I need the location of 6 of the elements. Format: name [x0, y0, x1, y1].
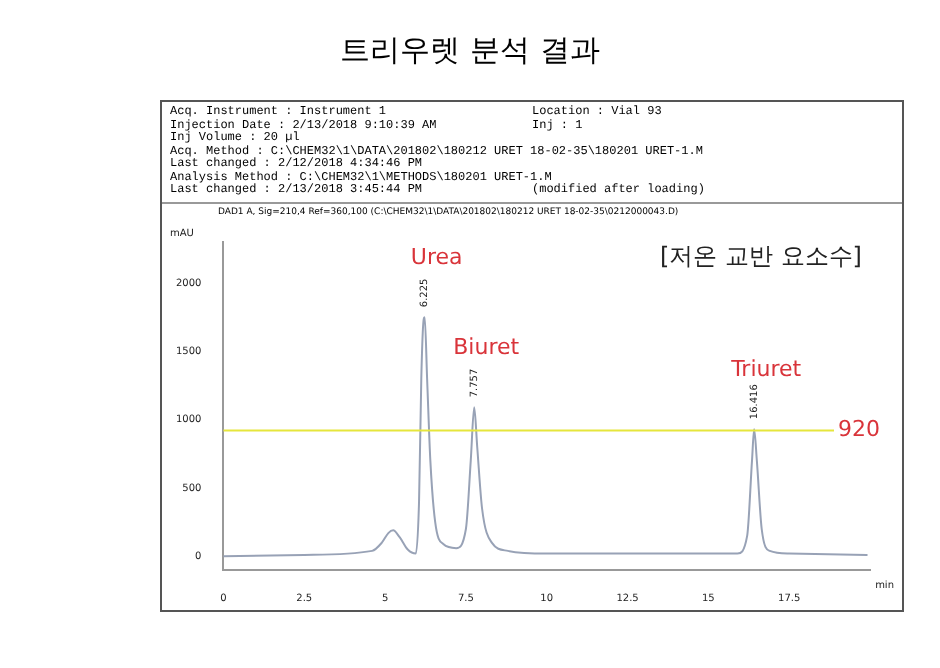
chart-title: 트리우렛 분석 결과: [338, 30, 602, 72]
annotation: [저온 교반 요소수]: [660, 241, 862, 270]
ref-line-label: 920: [838, 415, 880, 442]
annotation: Triuret: [729, 354, 803, 381]
annotation: Urea: [410, 242, 463, 269]
annotation: Biuret: [453, 333, 521, 360]
